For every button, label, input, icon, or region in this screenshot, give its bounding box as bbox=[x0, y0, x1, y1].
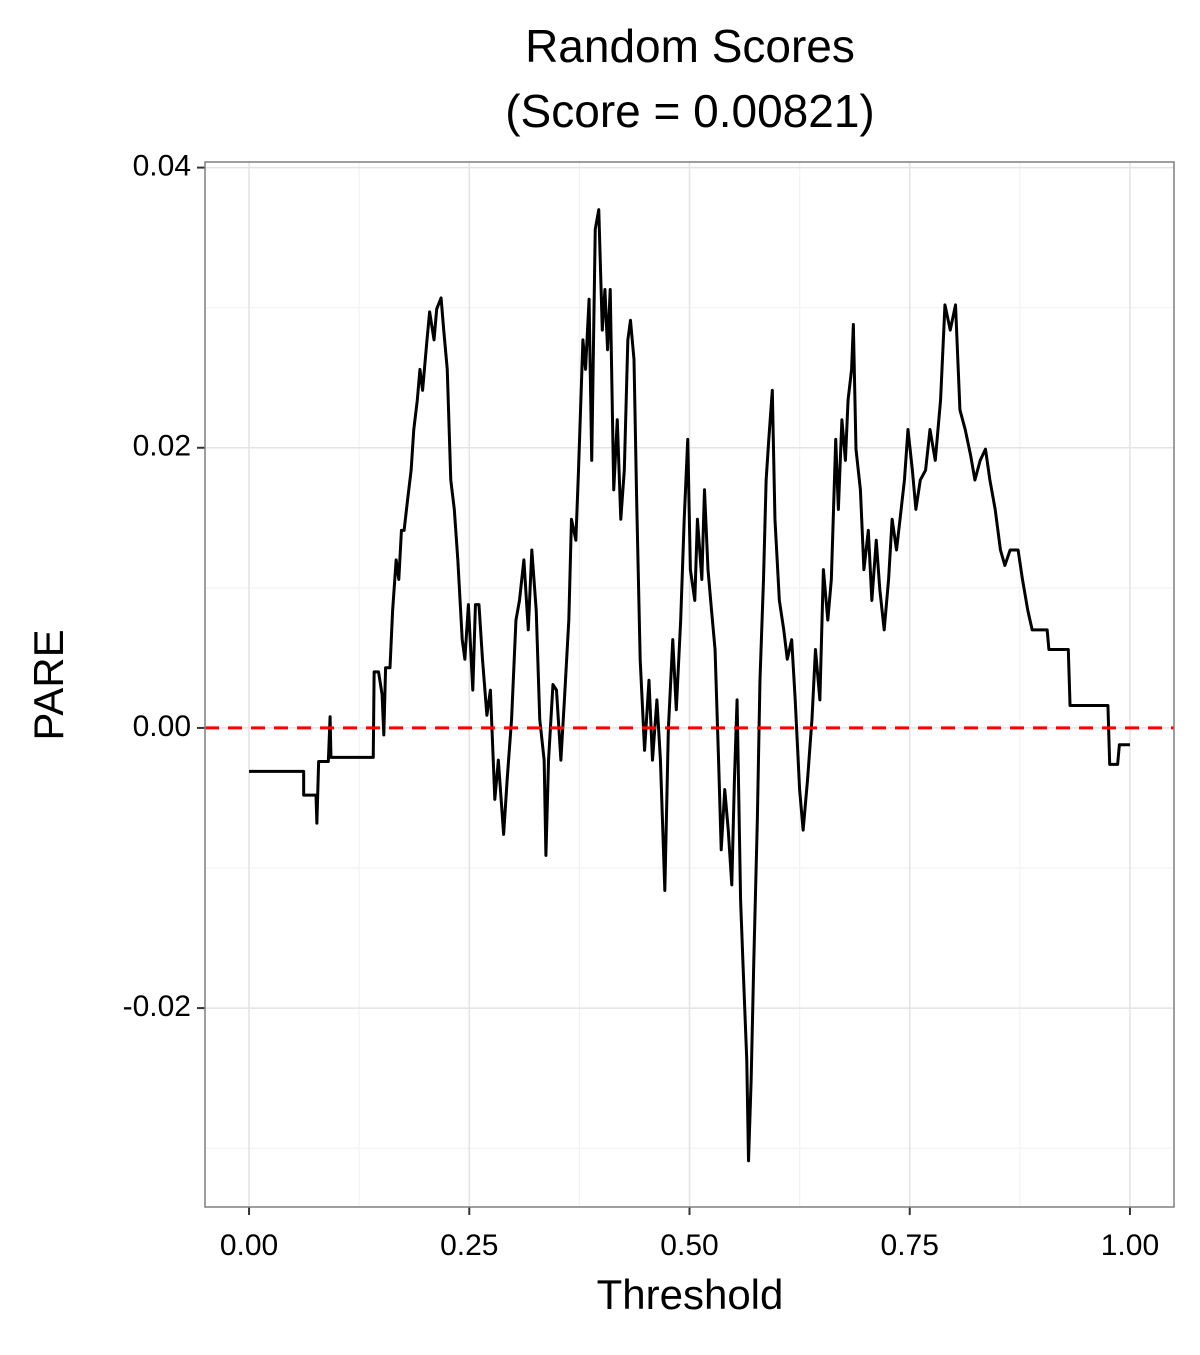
x-tick-label: 0.75 bbox=[881, 1229, 939, 1262]
y-tick-label: 0.02 bbox=[133, 430, 191, 463]
data-line bbox=[249, 208, 1130, 1163]
chart-title: Random Scores bbox=[525, 20, 855, 72]
y-tick-label: 0.00 bbox=[133, 710, 191, 743]
plot-border bbox=[204, 161, 1175, 1208]
x-tick-label: 1.00 bbox=[1101, 1229, 1159, 1262]
chart-subtitle: (Score = 0.00821) bbox=[505, 85, 875, 137]
y-tick-label: 0.04 bbox=[133, 150, 191, 183]
x-tick-label: 0.50 bbox=[660, 1229, 718, 1262]
y-tick-label: -0.02 bbox=[123, 990, 191, 1023]
x-axis-label: Threshold bbox=[597, 1271, 784, 1318]
x-tick-label: 0.25 bbox=[440, 1229, 498, 1262]
x-tick-label: 0.00 bbox=[220, 1229, 278, 1262]
y-axis-label: PARE bbox=[25, 629, 72, 740]
